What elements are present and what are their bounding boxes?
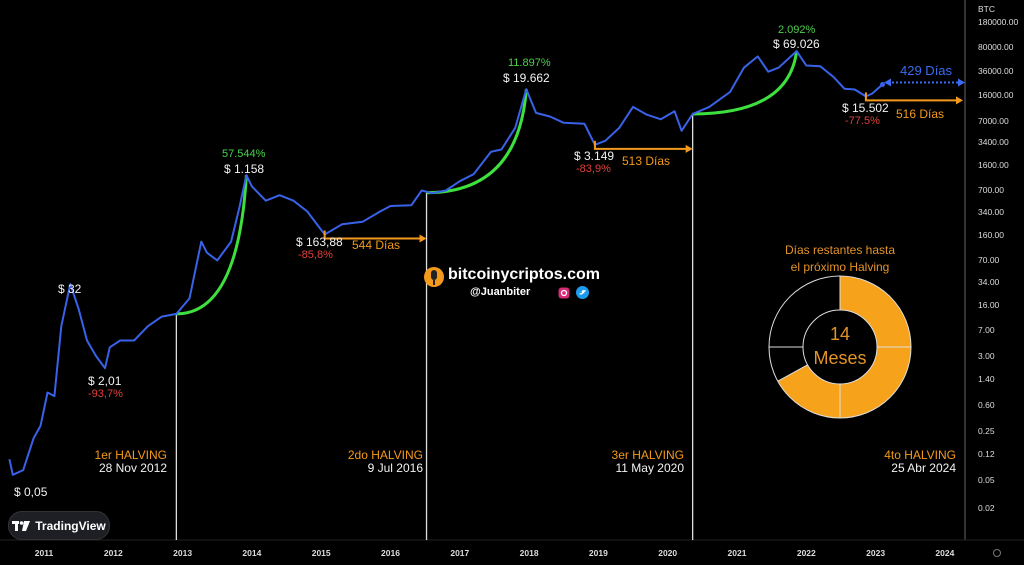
- days-since-low-arrow: [323, 230, 422, 240]
- instagram-icon: [558, 287, 570, 299]
- y-tick-label: 16.00: [978, 300, 1000, 311]
- cycle2-days: 513 Días: [622, 154, 671, 168]
- growth-arc: [692, 50, 799, 116]
- cycle2-gain: 11.897%: [508, 57, 551, 69]
- x-tick-label: 2020: [658, 548, 678, 558]
- start-price-label: $ 0,05: [14, 485, 48, 499]
- growth-arc: [426, 89, 528, 195]
- remaining-days-label: 429 Días: [900, 63, 953, 78]
- podcast-logo-icon: [424, 267, 444, 287]
- y-tick-label: 3400.00: [978, 137, 1009, 148]
- y-axis-unit: BTC: [978, 4, 995, 14]
- x-tick-label: 2022: [796, 548, 816, 558]
- y-tick-label: 70.00: [978, 255, 1000, 266]
- growth-arc: [176, 175, 248, 316]
- cycle3-low: $ 15.502: [842, 101, 889, 115]
- halving-2-label: 2do HALVING 9 Jul 2016: [347, 448, 423, 475]
- brand-handle: @Juanbiter: [470, 286, 531, 298]
- cycle1-peak: $ 1.158: [224, 162, 265, 176]
- early-low-label: $ 2,01: [88, 374, 122, 388]
- donut-filled-segment: [777, 276, 911, 419]
- chart-settings-icon[interactable]: [993, 549, 1001, 557]
- arrowhead: [419, 234, 427, 243]
- price-series-line: [8, 50, 884, 476]
- x-tick-label: 2019: [588, 548, 608, 558]
- y-tick-label: 3.00: [978, 350, 995, 361]
- brand-site: bitcoinycriptos.com: [448, 266, 601, 283]
- y-tick-label: 34.00: [978, 277, 1000, 288]
- x-tick-label: 2021: [727, 548, 747, 558]
- x-tick-label: 2013: [173, 548, 193, 558]
- y-tick-label: 0.12: [978, 448, 995, 459]
- cycle1-low: $ 163,88: [296, 235, 343, 249]
- x-tick-label: 2023: [866, 548, 886, 558]
- y-tick-label: 7.00: [978, 325, 995, 336]
- y-tick-label: 340.00: [978, 207, 1004, 218]
- x-tick-label: 2017: [450, 548, 470, 558]
- tradingview-badge[interactable]: TradingView: [8, 511, 110, 540]
- cycle1-drawdown: -85,8%: [298, 249, 333, 261]
- countdown-donut: [768, 275, 912, 419]
- y-tick-label: 0.02: [978, 503, 995, 514]
- halving-3-label: 3er HALVING 11 May 2020: [611, 448, 684, 475]
- y-tick-label: 36000.00: [978, 65, 1014, 76]
- y-tick-label: 16000.00: [978, 90, 1014, 101]
- halving-4-label: 4to HALVING 25 Abr 2024: [884, 448, 956, 475]
- cycle2-peak: $ 19.662: [503, 71, 550, 85]
- y-tick-label: 180000.00: [978, 17, 1019, 27]
- arrowhead: [685, 144, 693, 153]
- countdown-title: Días restantes hasta el próximo Halving: [784, 243, 896, 274]
- tradingview-label: TradingView: [35, 518, 106, 533]
- cycle3-peak: $ 69.026: [773, 37, 820, 51]
- x-tick-label: 2011: [34, 548, 54, 558]
- cycle3-gain: 2.092%: [778, 24, 816, 36]
- donut-divider: [777, 364, 808, 382]
- arrowhead: [884, 78, 891, 87]
- cycle1-days: 544 Días: [352, 238, 401, 252]
- price-end-dot: [880, 81, 886, 87]
- y-tick-label: 0.05: [978, 475, 995, 486]
- y-tick-label: 160.00: [978, 230, 1004, 241]
- cycle3-days: 516 Días: [896, 107, 945, 121]
- countdown-value: 14 Meses: [813, 324, 867, 368]
- twitter-icon: [576, 286, 589, 299]
- tradingview-logo-icon: [12, 520, 31, 531]
- x-tick-label: 2018: [519, 548, 539, 558]
- y-tick-label: 7000.00: [978, 115, 1009, 126]
- days-since-low-arrow: [864, 92, 958, 102]
- early-drawdown-label: -93,7%: [88, 388, 123, 400]
- cycle1-gain: 57.544%: [222, 148, 266, 160]
- arrowhead: [958, 78, 965, 87]
- x-tick-label: 2014: [242, 548, 262, 558]
- early-peak-label: $ 32: [58, 282, 82, 296]
- x-tick-label: 2024: [935, 548, 955, 558]
- days-since-low-arrow: [593, 140, 688, 150]
- x-tick-label: 2016: [381, 548, 400, 558]
- y-tick-label: 0.60: [978, 399, 995, 410]
- x-tick-label: 2015: [311, 548, 331, 558]
- cycle2-low: $ 3.149: [574, 149, 615, 163]
- y-tick-label: 0.25: [978, 426, 995, 437]
- cycle3-drawdown: -77.5%: [845, 115, 880, 127]
- y-tick-label: 1.40: [978, 374, 995, 385]
- y-tick-label: 80000.00: [978, 41, 1014, 52]
- y-tick-label: 1600.00: [978, 160, 1009, 171]
- halving-1-label: 1er HALVING 28 Nov 2012: [94, 448, 167, 475]
- x-tick-label: 2012: [103, 548, 123, 558]
- y-tick-label: 700.00: [978, 185, 1004, 196]
- cycle2-drawdown: -83,9%: [576, 163, 611, 175]
- arrowhead: [956, 96, 963, 105]
